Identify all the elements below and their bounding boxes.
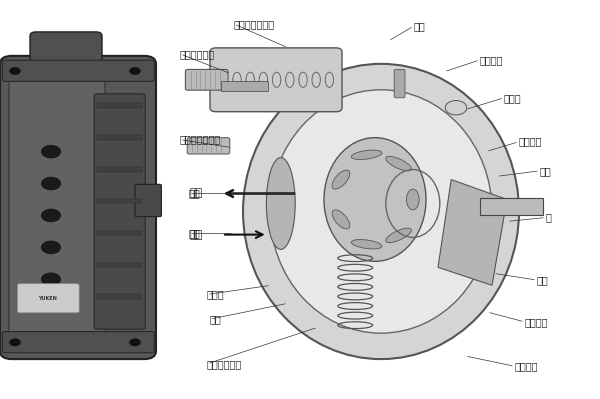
Text: 输出: 输出 xyxy=(189,188,201,199)
Ellipse shape xyxy=(243,64,519,359)
Text: 吸入: 吸入 xyxy=(189,228,201,239)
FancyBboxPatch shape xyxy=(187,138,230,154)
Text: 阀芯: 阀芯 xyxy=(414,21,426,31)
Bar xyxy=(97,103,142,108)
FancyBboxPatch shape xyxy=(210,48,342,112)
Text: 泄油口: 泄油口 xyxy=(504,93,521,103)
Text: 滑履导圈: 滑履导圈 xyxy=(525,317,548,327)
Text: 压力补偿控制阀: 压力补偿控制阀 xyxy=(234,19,275,29)
FancyBboxPatch shape xyxy=(0,56,156,359)
Text: 轴: 轴 xyxy=(546,212,552,223)
Bar xyxy=(97,167,142,172)
Ellipse shape xyxy=(332,170,350,189)
Circle shape xyxy=(445,101,467,115)
Circle shape xyxy=(130,339,140,346)
FancyBboxPatch shape xyxy=(2,332,154,353)
Text: 控制柱塞: 控制柱塞 xyxy=(480,55,503,65)
Bar xyxy=(97,263,142,267)
Text: 流量调节器螺钉: 流量调节器螺钉 xyxy=(180,134,221,145)
Ellipse shape xyxy=(270,90,492,333)
FancyBboxPatch shape xyxy=(9,76,105,343)
Text: 斜盘: 斜盘 xyxy=(537,275,549,285)
FancyBboxPatch shape xyxy=(135,184,161,217)
Polygon shape xyxy=(438,180,507,285)
Text: 柱玉: 柱玉 xyxy=(540,166,552,176)
Text: 柱塞组件: 柱塞组件 xyxy=(515,361,538,371)
Bar xyxy=(480,198,543,215)
Bar xyxy=(97,294,142,299)
FancyBboxPatch shape xyxy=(17,284,79,313)
Bar xyxy=(97,231,142,235)
Ellipse shape xyxy=(386,156,412,171)
Ellipse shape xyxy=(332,210,350,229)
Text: 缸体: 缸体 xyxy=(210,314,222,324)
FancyBboxPatch shape xyxy=(394,69,405,98)
Circle shape xyxy=(41,273,61,286)
Circle shape xyxy=(41,209,61,222)
FancyBboxPatch shape xyxy=(30,32,102,76)
Circle shape xyxy=(10,339,20,346)
FancyBboxPatch shape xyxy=(2,60,154,81)
Circle shape xyxy=(41,177,61,190)
Ellipse shape xyxy=(386,228,412,243)
Text: 压力调节螺钉: 压力调节螺钉 xyxy=(180,49,215,59)
Circle shape xyxy=(10,67,20,75)
FancyBboxPatch shape xyxy=(185,69,228,90)
Text: 吸入: 吸入 xyxy=(189,229,202,240)
FancyBboxPatch shape xyxy=(94,94,145,329)
Circle shape xyxy=(130,67,140,75)
Text: 斜盘返回弹簧: 斜盘返回弹簧 xyxy=(207,359,242,369)
Ellipse shape xyxy=(352,150,382,160)
FancyBboxPatch shape xyxy=(221,81,268,91)
Ellipse shape xyxy=(266,158,295,249)
Bar xyxy=(97,199,142,203)
Ellipse shape xyxy=(407,189,419,210)
Circle shape xyxy=(41,241,61,254)
Ellipse shape xyxy=(352,239,382,249)
Bar xyxy=(97,135,142,140)
Text: 输出: 输出 xyxy=(189,188,202,199)
Circle shape xyxy=(41,145,61,158)
Text: YUKEN: YUKEN xyxy=(38,296,58,301)
Text: 移动支点: 移动支点 xyxy=(519,136,542,147)
Text: 配流盘: 配流盘 xyxy=(207,289,224,300)
Ellipse shape xyxy=(324,138,426,261)
